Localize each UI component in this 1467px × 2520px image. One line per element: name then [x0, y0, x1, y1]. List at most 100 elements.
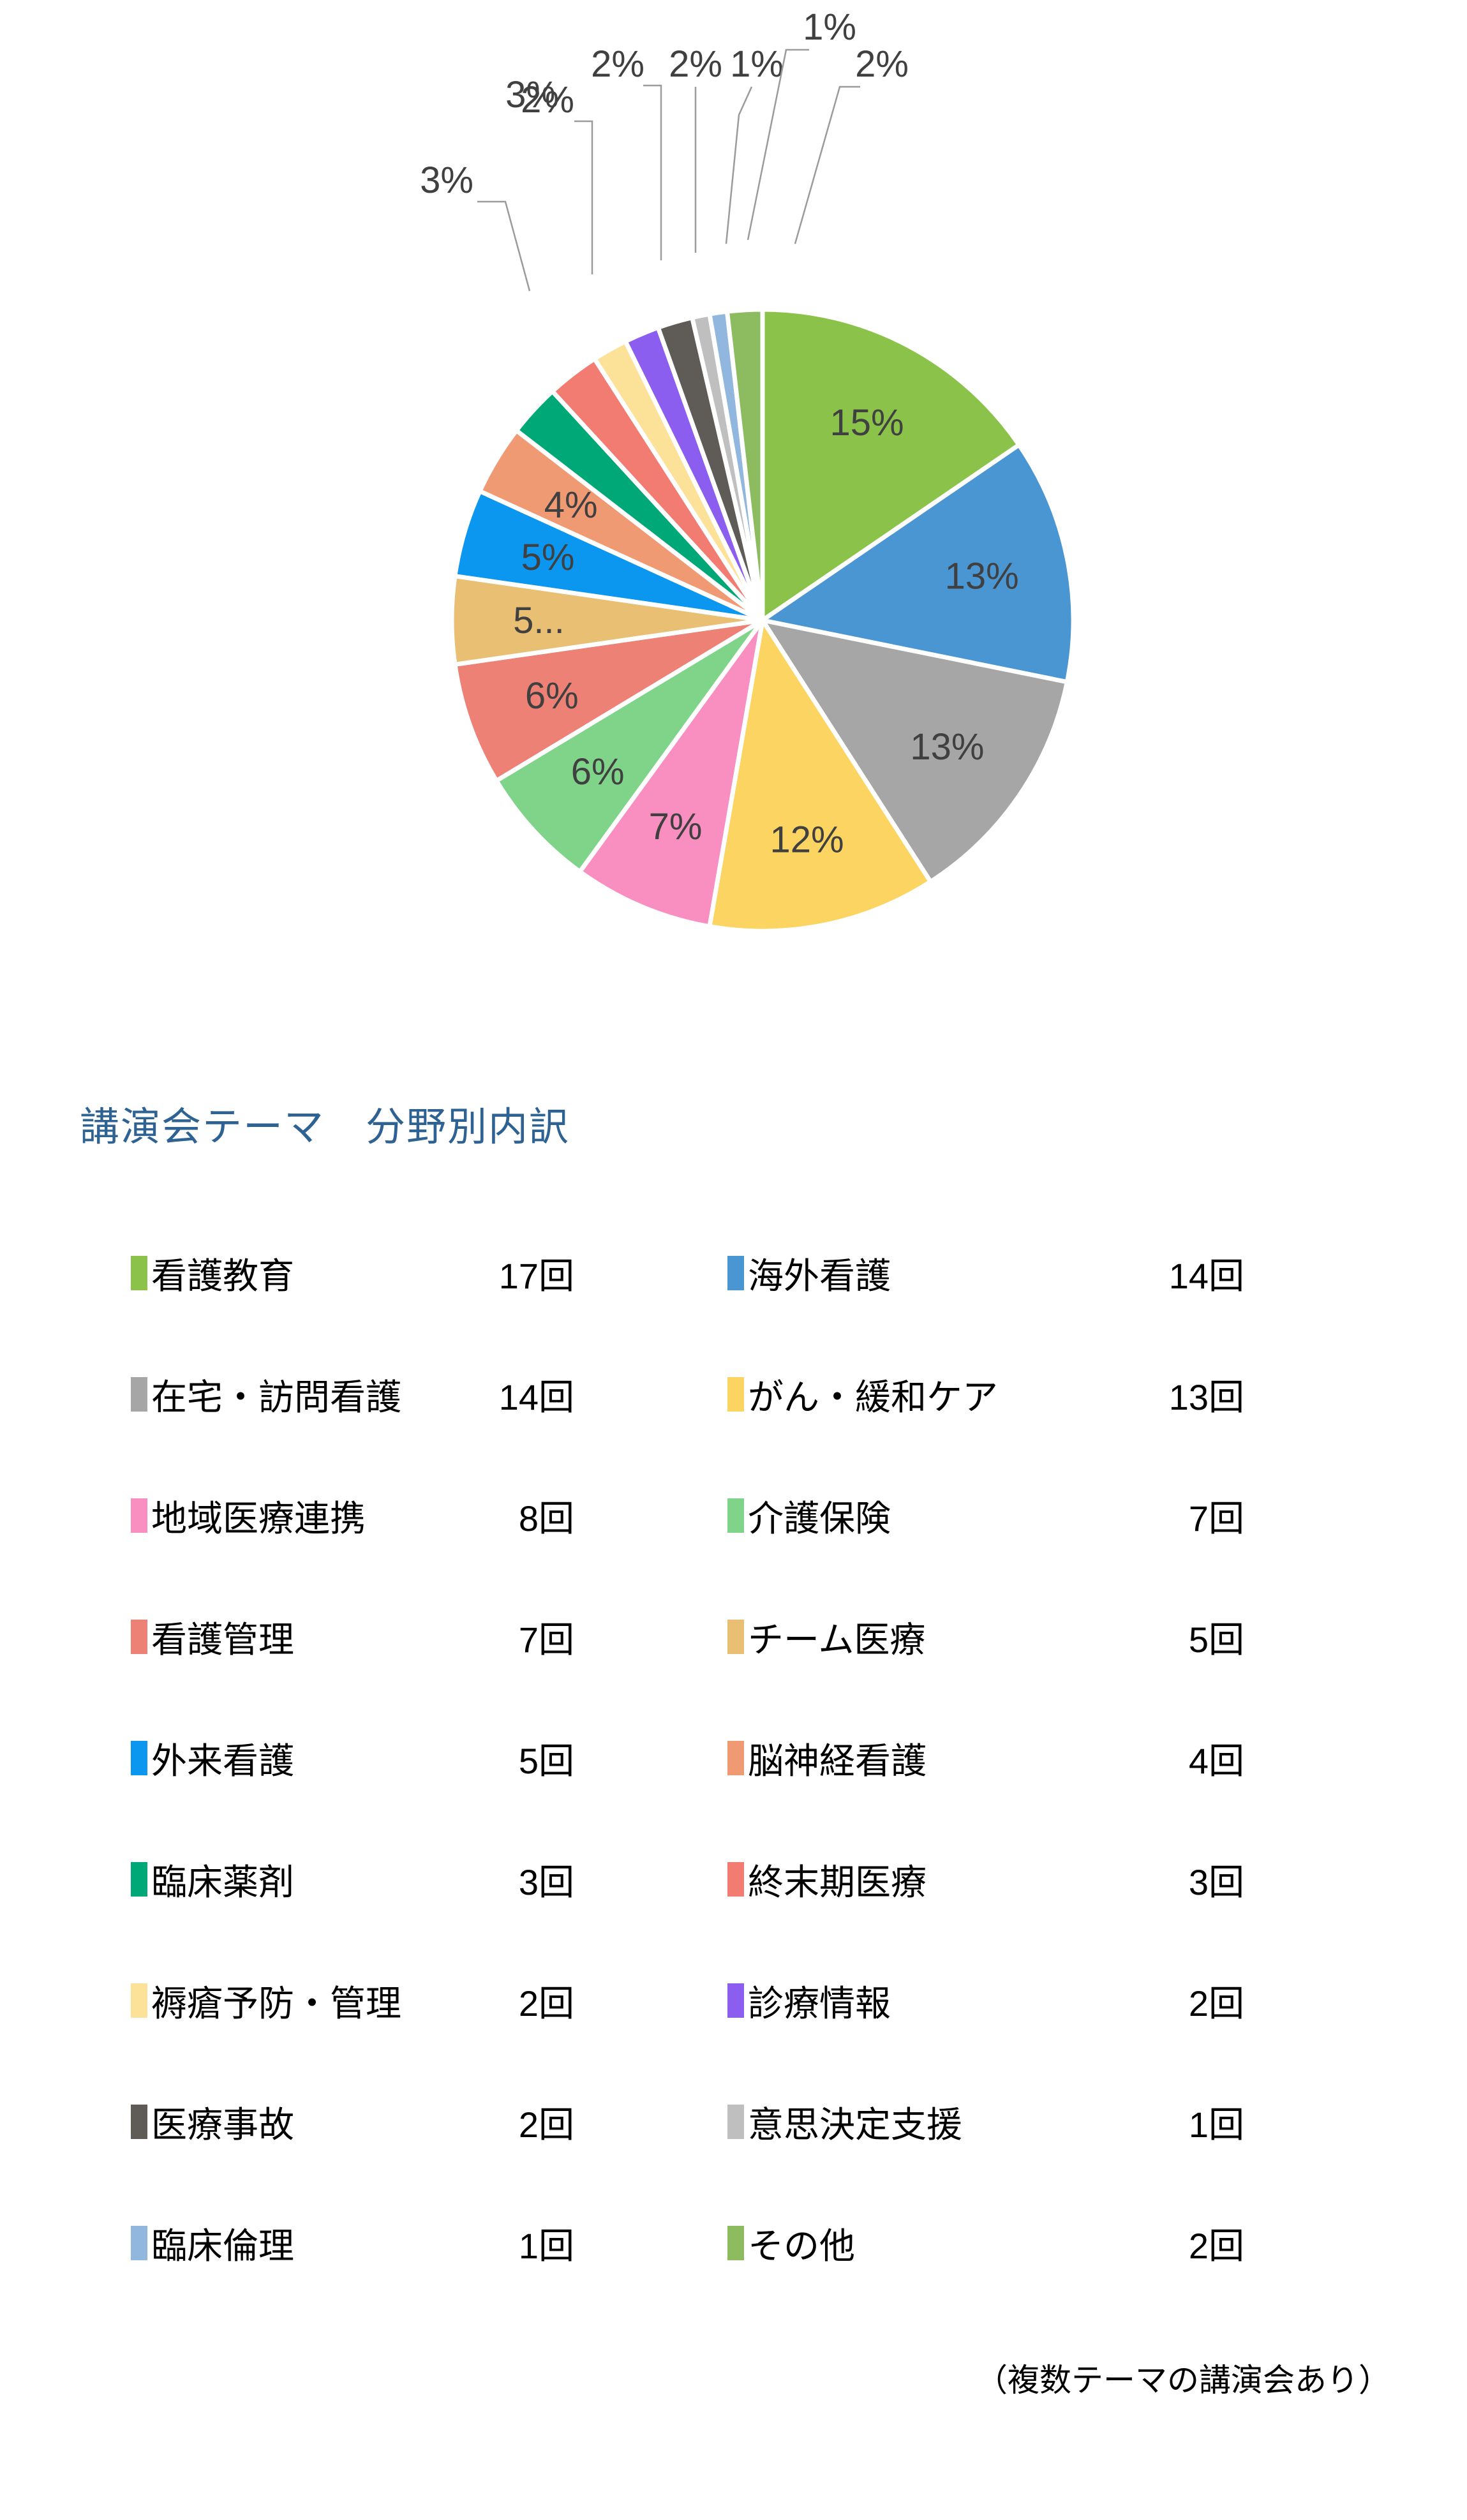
legend-item-label: 看護教育 — [151, 1255, 294, 1296]
pie-slice[interactable] — [724, 307, 765, 621]
legend-item-label: 診療情報 — [748, 1983, 891, 2024]
legend-swatch-icon — [131, 1377, 147, 1412]
legend-item[interactable]: 外来看護 5回 — [0, 1697, 689, 1819]
legend-item-label: 臨床薬剤 — [151, 1861, 294, 1902]
legend-item-value: 2回 — [518, 1983, 574, 2024]
legend-item-label: 褥瘡予防・管理 — [151, 1983, 401, 2024]
legend-swatch-icon — [131, 2226, 147, 2260]
pie-slice-percent-label: 15% — [830, 402, 904, 444]
pie-label-leader-line — [643, 84, 662, 260]
legend-item[interactable]: 診療情報 2回 — [689, 1940, 1391, 2061]
pie-slice-percent-label: 12% — [770, 819, 844, 861]
legend-swatch-icon — [131, 2105, 147, 2139]
legend-item[interactable]: 看護教育 17回 — [0, 1212, 689, 1334]
legend-item[interactable]: 臨床倫理 1回 — [0, 2182, 689, 2304]
pie-slice-percent-label: 5% — [521, 537, 575, 578]
legend-row: 臨床倫理 1回 その他 2回 — [0, 2182, 1467, 2304]
legend-item[interactable]: 終末期医療 3回 — [689, 1819, 1391, 1940]
legend-item-value: 7回 — [1188, 1498, 1244, 1539]
legend-item-label: 脳神経看護 — [748, 1740, 927, 1781]
pie-slice-percent-label: 13% — [910, 726, 984, 768]
pie-label-leader-line — [747, 48, 809, 241]
legend-item-value: 3回 — [1188, 1861, 1244, 1902]
legend-item[interactable]: 臨床薬剤 3回 — [0, 1819, 689, 1940]
pie-slice[interactable] — [757, 616, 1070, 885]
legend-swatch-icon — [727, 1862, 744, 1897]
legend-row: 臨床薬剤 3回 終末期医療 3回 — [0, 1819, 1467, 1940]
legend-row: 在宅・訪問看護 14回 がん・緩和ケア 13回 — [0, 1334, 1467, 1455]
pie-slice-percent-label: 2% — [855, 43, 909, 85]
legend-item-label: 臨床倫理 — [151, 2225, 294, 2266]
legend-swatch-icon — [727, 1983, 744, 2018]
legend-item-label: チーム医療 — [748, 1619, 926, 1660]
pie-slice-percent-label: 6% — [525, 675, 579, 717]
legend-item[interactable]: 看護管理 7回 — [0, 1576, 689, 1697]
legend-item-label: 終末期医療 — [748, 1861, 927, 1902]
legend-item[interactable]: 海外看護 14回 — [689, 1212, 1391, 1334]
pie-slice-percent-label: 7% — [649, 806, 703, 847]
legend-item-value: 2回 — [1188, 2225, 1244, 2266]
legend-item-value: 1回 — [1188, 2104, 1244, 2145]
legend-item-value: 14回 — [498, 1376, 574, 1417]
pie-slice-percent-label: 3% — [505, 74, 559, 116]
legend-item[interactable]: 脳神経看護 4回 — [689, 1697, 1391, 1819]
legend-item[interactable]: その他 2回 — [689, 2182, 1391, 2304]
legend-item-value: 2回 — [518, 2104, 574, 2145]
pie-slice-percent-label: 3% — [420, 160, 473, 201]
legend-item[interactable]: がん・緩和ケア 13回 — [689, 1334, 1391, 1455]
pie-label-leader-line — [725, 86, 753, 244]
legend-item-label: 意思決定支援 — [748, 2104, 962, 2145]
legend-item-value: 3回 — [518, 1861, 574, 1902]
pie-slice-percent-label: 5... — [513, 600, 565, 641]
legend-swatch-icon — [131, 1620, 147, 1654]
legend-item-label: 医療事故 — [151, 2104, 294, 2145]
legend-swatch-icon — [727, 1377, 744, 1412]
legend-item[interactable]: 意思決定支援 1回 — [689, 2061, 1391, 2182]
pie-label-leader-line — [794, 86, 860, 244]
legend-item-value: 13回 — [1168, 1376, 1244, 1417]
legend-item-label: 地域医療連携 — [151, 1498, 366, 1539]
chart-title: 講演会テーマ 分野別内訳 — [80, 1105, 570, 1149]
legend-item-label: 海外看護 — [748, 1255, 891, 1296]
pie-slice-percent-label: 1% — [803, 6, 856, 48]
legend-swatch-icon — [131, 1498, 147, 1533]
legend-swatch-icon — [727, 1256, 744, 1290]
legend-item-value: 14回 — [1168, 1255, 1244, 1296]
legend-item-value: 2回 — [1188, 1983, 1244, 2024]
pie-slice[interactable] — [706, 614, 934, 934]
pie-slice[interactable] — [760, 307, 1022, 625]
legend: 看護教育 17回 海外看護 14回 在宅・訪問看護 14回 がん・緩和ケア 13… — [0, 1212, 1467, 2304]
pie-slice-percent-label: 1% — [730, 43, 784, 85]
legend-row: 地域医療連携 8回 介護保険 7回 — [0, 1455, 1467, 1576]
legend-item[interactable]: 介護保険 7回 — [689, 1455, 1391, 1576]
legend-swatch-icon — [131, 1741, 147, 1775]
pie-slice-percent-label: 2% — [521, 79, 574, 121]
legend-swatch-icon — [727, 2105, 744, 2139]
pie-slice-percent-label: 4% — [544, 484, 598, 526]
legend-swatch-icon — [727, 1620, 744, 1654]
pie-slice[interactable] — [757, 442, 1076, 685]
legend-item[interactable]: チーム医療 5回 — [689, 1576, 1391, 1697]
legend-item-value: 7回 — [518, 1619, 574, 1660]
pie-label-leader-line — [477, 200, 531, 292]
pie-slice[interactable] — [452, 618, 764, 784]
footnote: （複数テーマの講演会あり） — [976, 2362, 1390, 2398]
legend-item-value: 5回 — [1188, 1619, 1244, 1660]
legend-item[interactable]: 褥瘡予防・管理 2回 — [0, 1940, 689, 2061]
legend-row: 看護教育 17回 海外看護 14回 — [0, 1212, 1467, 1334]
legend-item[interactable]: 在宅・訪問看護 14回 — [0, 1334, 689, 1455]
pie-label-leader-line — [574, 120, 593, 274]
legend-item-value: 5回 — [518, 1740, 574, 1781]
legend-row: 医療事故 2回 意思決定支援 1回 — [0, 2061, 1467, 2182]
legend-swatch-icon — [727, 1741, 744, 1775]
legend-item-value: 1回 — [518, 2225, 574, 2266]
legend-swatch-icon — [727, 1498, 744, 1533]
legend-item-value: 4回 — [1188, 1740, 1244, 1781]
legend-swatch-icon — [131, 1862, 147, 1897]
legend-item-label: その他 — [748, 2225, 855, 2266]
pie-slice[interactable] — [576, 618, 765, 929]
legend-item[interactable]: 地域医療連携 8回 — [0, 1455, 689, 1576]
pie-slice[interactable] — [493, 618, 764, 875]
legend-row: 外来看護 5回 脳神経看護 4回 — [0, 1697, 1467, 1819]
legend-item[interactable]: 医療事故 2回 — [0, 2061, 689, 2182]
